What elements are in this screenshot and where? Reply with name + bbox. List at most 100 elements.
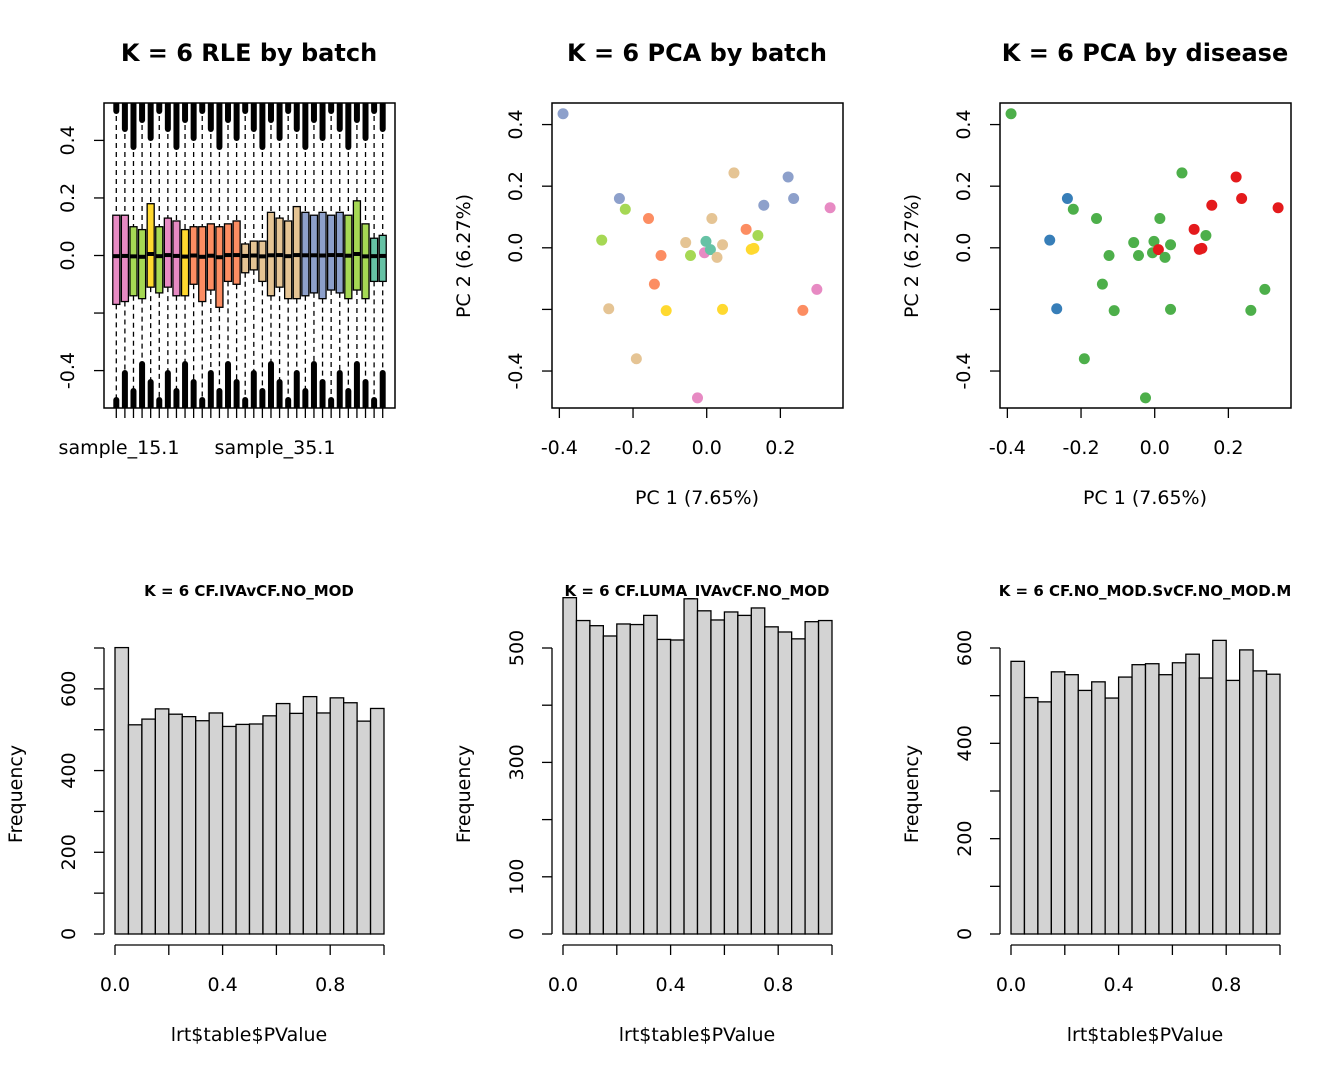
histogram-bar: [1212, 639, 1227, 935]
y-tick-label: 0.2: [953, 171, 975, 201]
histogram-bar: [369, 707, 385, 935]
box: [223, 223, 233, 283]
data-point: [1061, 193, 1073, 205]
y-tick-label: 0: [58, 928, 80, 940]
box: [258, 240, 267, 283]
data-point: [630, 353, 642, 365]
y-axis-label: Frequency: [453, 745, 475, 843]
histogram-bar: [764, 626, 779, 935]
histogram-bar: [602, 635, 618, 935]
data-point: [1176, 167, 1188, 179]
data-point: [704, 244, 716, 256]
data-point: [700, 235, 712, 247]
plot-frame: [999, 102, 1292, 409]
histogram-bar: [1225, 679, 1241, 935]
y-tick-label: 400: [954, 725, 976, 761]
box: [112, 214, 121, 306]
histogram-bar: [1037, 701, 1053, 935]
data-point: [1165, 303, 1177, 315]
data-point: [643, 213, 655, 225]
x-tick-label: -0.4: [989, 437, 1026, 459]
histogram-bar: [777, 631, 793, 935]
data-point: [728, 167, 740, 179]
histogram-bar: [1091, 681, 1106, 935]
data-point: [613, 193, 625, 205]
data-point: [1165, 239, 1177, 251]
data-point: [752, 229, 764, 241]
box: [283, 220, 293, 300]
histogram-bar: [1010, 660, 1026, 935]
data-point: [1133, 250, 1145, 261]
y-axis-label: PC 2 (6.27%): [901, 194, 923, 318]
data-point: [1259, 283, 1271, 295]
data-point: [1067, 203, 1079, 215]
data-point: [797, 304, 809, 316]
data-point: [782, 171, 794, 183]
y-tick-label: 0.2: [505, 171, 527, 201]
histogram-bar: [316, 712, 331, 935]
data-point: [596, 234, 608, 246]
box: [335, 211, 344, 294]
x-tick-label: 0.4: [655, 974, 685, 996]
histogram-bar: [127, 724, 143, 935]
histogram-bar: [696, 610, 712, 935]
panel-title: K = 6 CF.LUMA_IVAvCF.NO_MOD: [565, 582, 830, 600]
box: [137, 228, 147, 300]
histogram-bar: [181, 715, 197, 935]
panel-pca-disease: K = 6 PCA by disease PC 1 (7.65%) PC 2 (…: [901, 39, 1292, 509]
histogram-bar: [1171, 662, 1187, 935]
box: [232, 220, 241, 285]
histogram-bar: [643, 614, 658, 935]
x-axis-label: lrt$table$PValue: [171, 1024, 327, 1046]
y-tick-label: -0.4: [57, 352, 79, 389]
y-tick-label: 0.0: [953, 233, 975, 263]
box: [292, 205, 301, 300]
histogram-bar: [1064, 674, 1079, 935]
histogram-bar: [342, 702, 358, 935]
histogram-bar: [629, 623, 645, 935]
panel-histogram-3: K = 6 CF.NO_MOD.SvCF.NO_MOD.M lrt$table$…: [901, 582, 1291, 1046]
data-point: [685, 250, 697, 261]
histogram-bar: [1077, 689, 1093, 935]
histogram-bar: [683, 598, 699, 935]
x-tick-label: -0.2: [614, 437, 651, 459]
histogram-bar: [302, 695, 318, 935]
data-point: [1154, 213, 1166, 225]
histogram-bar: [356, 720, 372, 935]
box: [241, 243, 250, 274]
histogram-bar: [221, 725, 237, 935]
x-tick-label: sample_15.1: [59, 437, 180, 459]
data-point: [660, 305, 672, 317]
data-point: [824, 202, 836, 214]
plot-frame: [551, 102, 844, 409]
y-tick-label: 0: [506, 928, 528, 940]
data-point: [1152, 244, 1164, 256]
data-point: [1230, 171, 1242, 183]
histogram-bar: [1239, 649, 1254, 935]
histogram-bar: [208, 712, 224, 935]
histogram-bar: [817, 619, 833, 935]
data-point: [655, 250, 667, 261]
data-point: [1044, 234, 1056, 246]
data-point: [1096, 278, 1108, 290]
x-tick-label: 0.0: [996, 974, 1026, 996]
x-tick-label: -0.4: [541, 437, 578, 459]
histogram-bar: [804, 621, 820, 935]
data-point: [788, 193, 800, 205]
box: [198, 226, 207, 303]
data-point: [717, 239, 729, 251]
data-point: [1272, 202, 1284, 214]
x-tick-label: 0.0: [692, 437, 722, 459]
histogram-bar: [750, 607, 766, 935]
data-point: [1078, 353, 1090, 365]
y-tick-label: 400: [58, 752, 80, 788]
histogram-bar: [669, 639, 685, 935]
panel-title: K = 6 PCA by batch: [567, 39, 827, 67]
x-tick-label: -0.2: [1062, 437, 1099, 459]
histogram-bar: [1265, 673, 1281, 935]
y-tick-label: 0: [954, 928, 976, 940]
histogram-bar: [710, 619, 726, 935]
x-tick-label: 0.8: [1211, 974, 1241, 996]
panel-title: K = 6 CF.NO_MOD.SvCF.NO_MOD.M: [999, 582, 1292, 600]
y-tick-label: 0.2: [57, 183, 79, 213]
